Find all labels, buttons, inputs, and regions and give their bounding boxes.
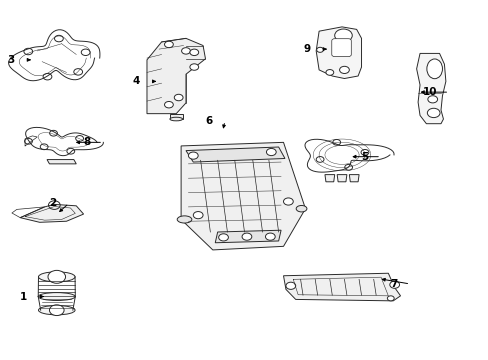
Polygon shape (147, 39, 205, 114)
Text: 3: 3 (7, 55, 14, 65)
Circle shape (181, 48, 190, 54)
Circle shape (164, 41, 173, 48)
Circle shape (339, 66, 348, 73)
Text: 9: 9 (303, 44, 310, 54)
Ellipse shape (177, 216, 191, 223)
Circle shape (40, 144, 48, 150)
Circle shape (386, 296, 393, 301)
Polygon shape (316, 27, 361, 78)
Circle shape (188, 152, 198, 159)
Circle shape (332, 139, 340, 145)
Text: 7: 7 (390, 279, 397, 289)
Circle shape (427, 108, 439, 118)
Ellipse shape (296, 206, 306, 212)
Polygon shape (181, 142, 305, 250)
Circle shape (74, 69, 82, 75)
Circle shape (285, 282, 295, 289)
Circle shape (325, 69, 333, 75)
Circle shape (360, 149, 368, 155)
Polygon shape (215, 230, 281, 243)
Circle shape (43, 73, 52, 80)
Polygon shape (416, 53, 445, 124)
Circle shape (189, 49, 198, 55)
Circle shape (76, 136, 83, 141)
Text: 10: 10 (422, 87, 436, 97)
Circle shape (49, 305, 64, 316)
Polygon shape (169, 114, 182, 119)
Circle shape (81, 49, 90, 55)
Polygon shape (336, 175, 346, 182)
Circle shape (189, 64, 198, 70)
Polygon shape (325, 175, 334, 182)
Text: 1: 1 (20, 292, 27, 302)
Text: 5: 5 (361, 152, 368, 162)
Polygon shape (47, 159, 76, 164)
Ellipse shape (169, 117, 182, 121)
Circle shape (49, 130, 57, 136)
Circle shape (48, 270, 65, 283)
Circle shape (24, 48, 33, 55)
Circle shape (24, 138, 32, 144)
Ellipse shape (426, 59, 442, 79)
Circle shape (174, 94, 183, 101)
Text: 4: 4 (132, 76, 140, 86)
FancyBboxPatch shape (331, 39, 350, 57)
Circle shape (316, 157, 324, 162)
Circle shape (193, 212, 203, 219)
Circle shape (427, 96, 437, 103)
Text: 2: 2 (49, 198, 57, 208)
Circle shape (389, 281, 399, 288)
Polygon shape (348, 175, 358, 182)
Text: 6: 6 (205, 116, 212, 126)
Circle shape (242, 233, 251, 240)
Circle shape (316, 47, 323, 52)
Circle shape (344, 165, 352, 170)
Ellipse shape (39, 306, 75, 315)
Ellipse shape (38, 293, 75, 301)
Circle shape (334, 29, 351, 42)
Circle shape (266, 148, 276, 156)
Circle shape (218, 234, 228, 241)
Circle shape (54, 35, 63, 42)
Circle shape (67, 148, 75, 154)
Polygon shape (283, 273, 400, 301)
Circle shape (265, 233, 275, 240)
Polygon shape (185, 147, 285, 162)
Circle shape (283, 198, 293, 205)
Circle shape (164, 102, 173, 108)
Text: 8: 8 (83, 138, 91, 147)
Ellipse shape (39, 272, 75, 282)
Polygon shape (20, 204, 83, 222)
